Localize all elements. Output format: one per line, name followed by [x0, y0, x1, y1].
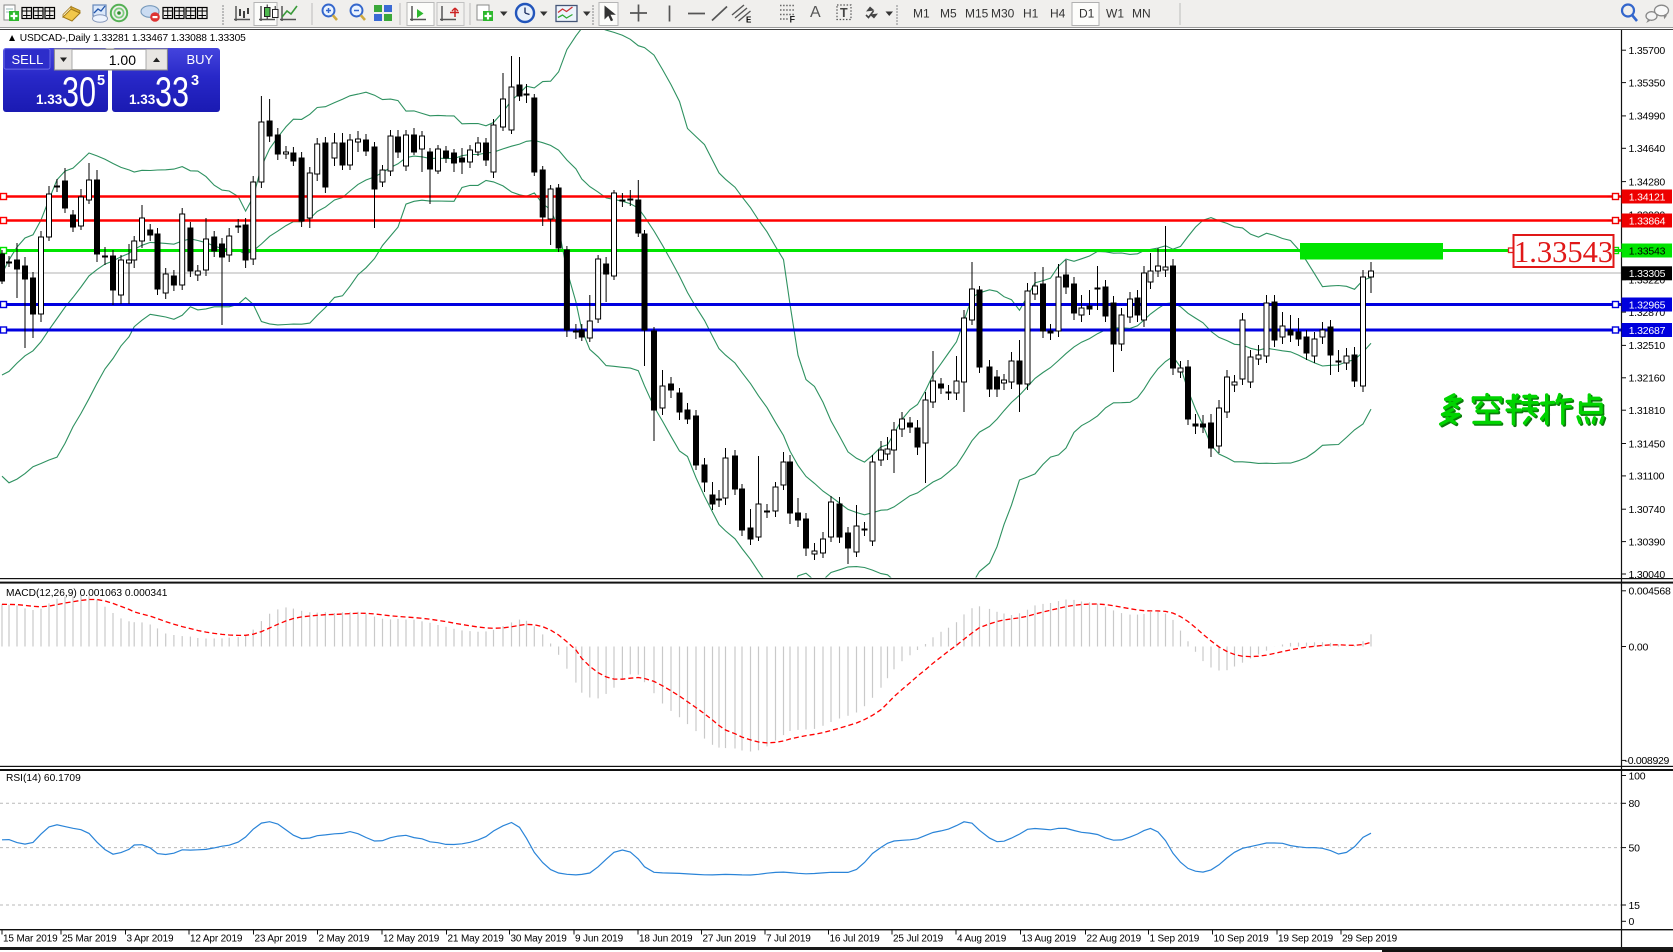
svg-text:25 Mar 2019: 25 Mar 2019 — [62, 934, 117, 945]
svg-text:1.30040: 1.30040 — [1629, 569, 1666, 581]
svg-text:1.33543: 1.33543 — [1514, 235, 1613, 269]
svg-text:12 Apr 2019: 12 Apr 2019 — [190, 934, 243, 945]
svg-text:30: 30 — [62, 68, 96, 115]
svg-text:H4: H4 — [1050, 7, 1066, 21]
svg-text:BUY: BUY — [187, 52, 214, 67]
svg-text:1.00: 1.00 — [109, 52, 136, 68]
svg-text:15: 15 — [1629, 900, 1641, 912]
svg-text:22 Aug 2019: 22 Aug 2019 — [1087, 934, 1142, 945]
svg-text:1.33: 1.33 — [129, 92, 156, 107]
svg-text:50: 50 — [1629, 842, 1641, 854]
svg-text:M30: M30 — [991, 7, 1015, 21]
svg-text:M1: M1 — [913, 7, 930, 21]
svg-text:T: T — [840, 6, 848, 20]
svg-text:1.34121: 1.34121 — [1629, 191, 1666, 203]
svg-text:1.33543: 1.33543 — [1629, 245, 1666, 257]
svg-text:1.32510: 1.32510 — [1629, 340, 1666, 352]
svg-text:27 Jun 2019: 27 Jun 2019 — [703, 934, 757, 945]
svg-text:F: F — [790, 15, 796, 25]
svg-text:1.35700: 1.35700 — [1629, 45, 1666, 57]
svg-text:SELL: SELL — [12, 52, 44, 67]
svg-text:1.30740: 1.30740 — [1629, 504, 1666, 516]
svg-text:W1: W1 — [1106, 7, 1124, 21]
svg-text:7 Jul 2019: 7 Jul 2019 — [766, 934, 811, 945]
svg-text:RSI(14) 60.1709: RSI(14) 60.1709 — [6, 773, 81, 784]
svg-text:80: 80 — [1629, 798, 1641, 810]
svg-text:E: E — [746, 16, 752, 25]
svg-text:15 Mar 2019: 15 Mar 2019 — [3, 934, 58, 945]
svg-text:10 Sep 2019: 10 Sep 2019 — [1214, 934, 1270, 945]
svg-text:1.32160: 1.32160 — [1629, 373, 1666, 385]
svg-text:1.33: 1.33 — [36, 92, 63, 107]
svg-text:9 Jun 2019: 9 Jun 2019 — [575, 934, 624, 945]
svg-text:100: 100 — [1629, 770, 1646, 782]
svg-text:0.004568: 0.004568 — [1629, 586, 1672, 598]
svg-text:5: 5 — [97, 73, 105, 89]
svg-text:30 May 2019: 30 May 2019 — [511, 934, 568, 945]
svg-text:1.34990: 1.34990 — [1629, 111, 1666, 123]
svg-text:29 Sep 2019: 29 Sep 2019 — [1342, 934, 1398, 945]
svg-text:1.31810: 1.31810 — [1629, 405, 1666, 417]
svg-text:19 Sep 2019: 19 Sep 2019 — [1278, 934, 1334, 945]
svg-text:MN: MN — [1132, 7, 1151, 21]
svg-text:13 Aug 2019: 13 Aug 2019 — [1022, 934, 1077, 945]
svg-text:1.33305: 1.33305 — [1629, 268, 1666, 280]
svg-text:1.35350: 1.35350 — [1629, 77, 1666, 89]
svg-text:1.33864: 1.33864 — [1629, 215, 1666, 227]
svg-text:1.31100: 1.31100 — [1629, 471, 1665, 483]
svg-text:0.00: 0.00 — [1629, 641, 1649, 653]
svg-text:-0.008929: -0.008929 — [1625, 755, 1670, 767]
svg-text:1.34280: 1.34280 — [1629, 176, 1666, 188]
svg-text:1.32965: 1.32965 — [1629, 299, 1666, 311]
svg-text:25 Jul 2019: 25 Jul 2019 — [893, 934, 944, 945]
svg-text:1.32687: 1.32687 — [1629, 325, 1666, 337]
svg-text:MACD(12,26,9) 0.001063 0.00034: MACD(12,26,9) 0.001063 0.000341 — [6, 588, 168, 599]
svg-text:M5: M5 — [940, 7, 957, 21]
svg-text:1 Sep 2019: 1 Sep 2019 — [1150, 934, 1200, 945]
svg-text:2 May 2019: 2 May 2019 — [319, 934, 370, 945]
svg-text:M15: M15 — [965, 7, 989, 21]
svg-text:23 Apr 2019: 23 Apr 2019 — [255, 934, 308, 945]
svg-text:3 Apr 2019: 3 Apr 2019 — [127, 934, 174, 945]
svg-text:3: 3 — [191, 73, 199, 89]
svg-text:21 May 2019: 21 May 2019 — [448, 934, 505, 945]
svg-text:0: 0 — [1629, 916, 1635, 928]
svg-text:1.34640: 1.34640 — [1629, 143, 1666, 155]
svg-text:12 May 2019: 12 May 2019 — [383, 934, 440, 945]
svg-text:1.30390: 1.30390 — [1629, 536, 1666, 548]
svg-text:D1: D1 — [1079, 7, 1095, 21]
svg-text:H1: H1 — [1023, 7, 1039, 21]
svg-text:▲ USDCAD-,Daily 1.33281 1.334: ▲ USDCAD-,Daily 1.33281 1.33467 1.33088 … — [7, 33, 246, 44]
svg-text:4 Aug 2019: 4 Aug 2019 — [957, 934, 1007, 945]
svg-text:16 Jul 2019: 16 Jul 2019 — [830, 934, 881, 945]
svg-text:33: 33 — [155, 68, 189, 115]
svg-text:18 Jun 2019: 18 Jun 2019 — [639, 934, 693, 945]
svg-text:1.31450: 1.31450 — [1629, 438, 1666, 450]
svg-text:A: A — [810, 4, 821, 21]
